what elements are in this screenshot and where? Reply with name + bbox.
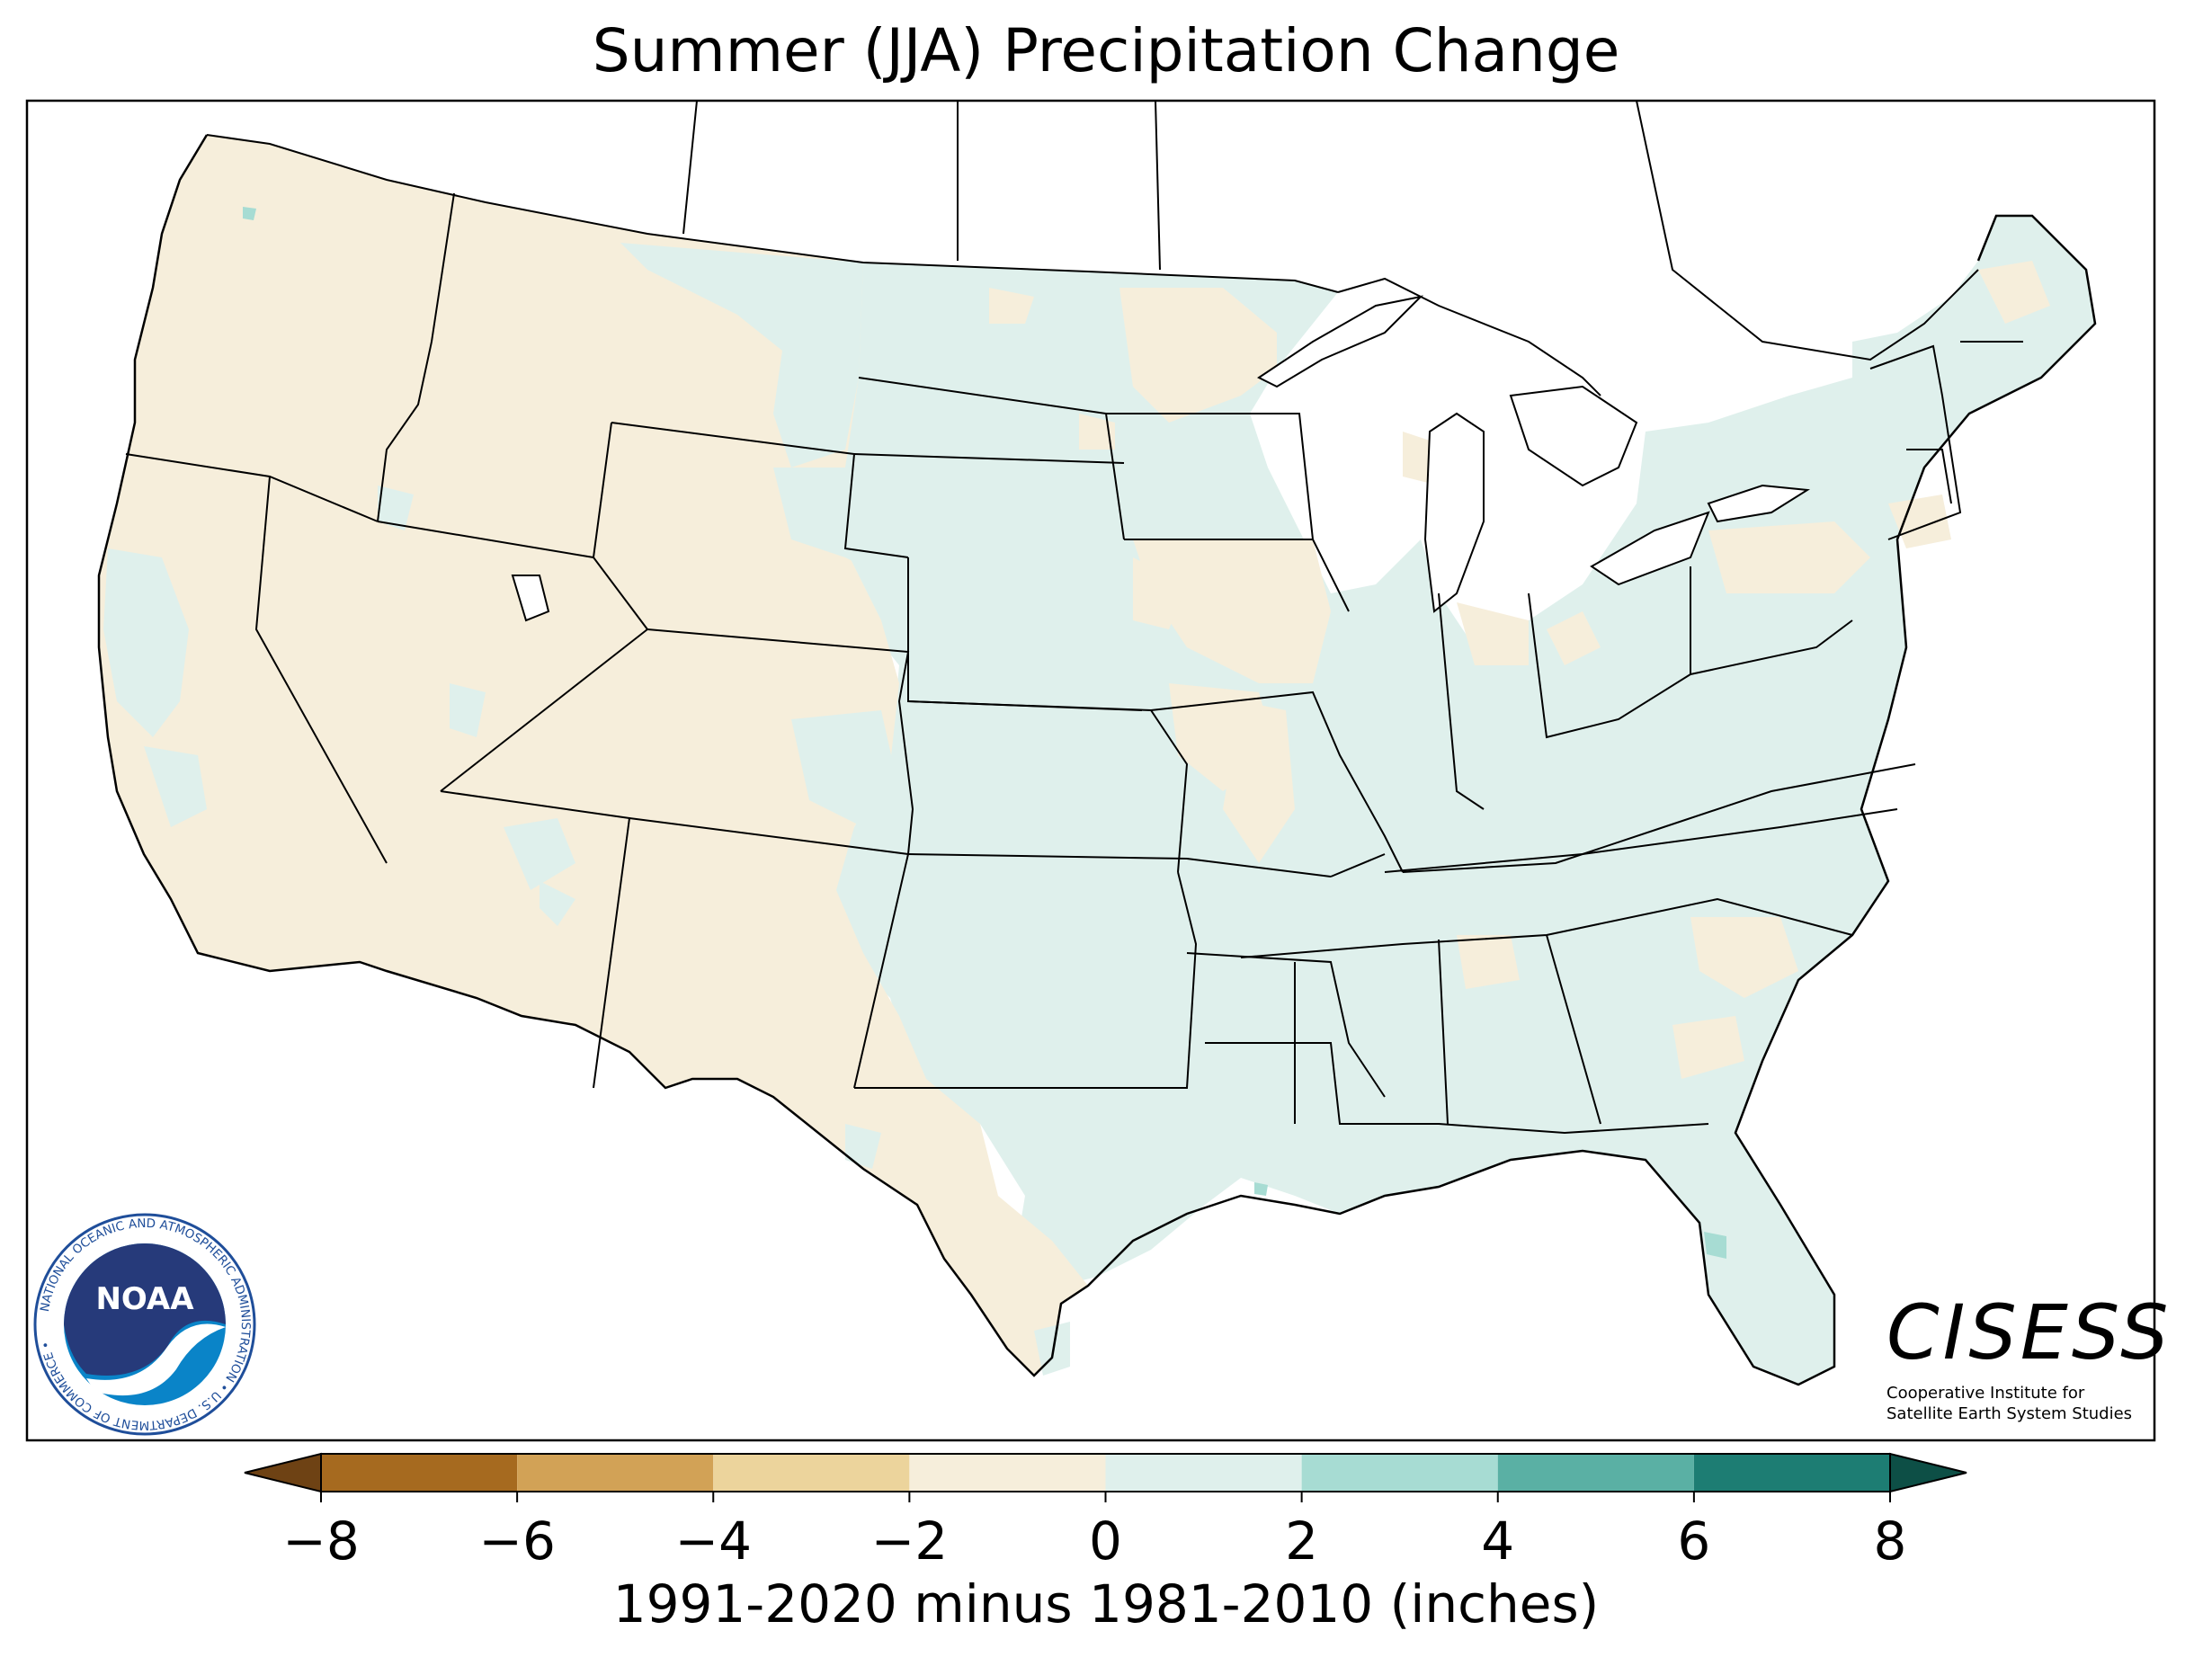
dry-patches xyxy=(989,261,2050,1079)
cisess-logo: CISESS Cooperative Institute for Satelli… xyxy=(1886,1288,2172,1424)
country-borders xyxy=(682,101,1979,396)
colorbar-segment xyxy=(1105,1454,1302,1492)
state-borders xyxy=(125,134,2023,1135)
colorbar-tick-label: 8 xyxy=(1873,1510,1907,1572)
colorbar-segment xyxy=(1693,1454,1890,1492)
wet-patches xyxy=(103,243,1142,1376)
noaa-text: NOAA xyxy=(95,1281,194,1317)
colorbar-tick-label: −6 xyxy=(478,1510,556,1572)
cisess-line-2: Satellite Earth System Studies xyxy=(1886,1404,2133,1423)
colorbar-tick-label: −8 xyxy=(282,1510,360,1572)
wetter-patches xyxy=(243,207,1726,1259)
colorbar-segment xyxy=(909,1454,1106,1492)
colorbar-tick-label: −2 xyxy=(870,1510,949,1572)
great-lakes xyxy=(511,295,1811,622)
colorbar-tick-label: 0 xyxy=(1089,1510,1122,1572)
noaa-logo: NATIONAL OCEANIC AND ATMOSPHERIC ADMINIS… xyxy=(33,1213,256,1436)
colorbar-segment xyxy=(713,1454,910,1492)
colorbar-label: 1991-2020 minus 1981-2010 (inches) xyxy=(612,1573,1600,1635)
colorbar-under-arrow xyxy=(245,1454,321,1492)
colorbar-tick-label: 4 xyxy=(1481,1510,1515,1572)
colorbar-segment xyxy=(517,1454,714,1492)
map-title: Summer (JJA) Precipitation Change xyxy=(592,16,1620,85)
colorbar-tick-label: 6 xyxy=(1677,1510,1711,1572)
cisess-name: CISESS xyxy=(1886,1288,2172,1376)
coastline xyxy=(97,134,2097,1386)
colorbar-over-arrow xyxy=(1890,1454,1967,1492)
cisess-line-1: Cooperative Institute for xyxy=(1886,1384,2085,1403)
colorbar-segment xyxy=(321,1454,518,1492)
colorbar-tick-label: 2 xyxy=(1285,1510,1319,1572)
colorbar-segment xyxy=(1497,1454,1694,1492)
colorbar-segment xyxy=(1301,1454,1498,1492)
colorbar-tick-label: −4 xyxy=(674,1510,753,1572)
